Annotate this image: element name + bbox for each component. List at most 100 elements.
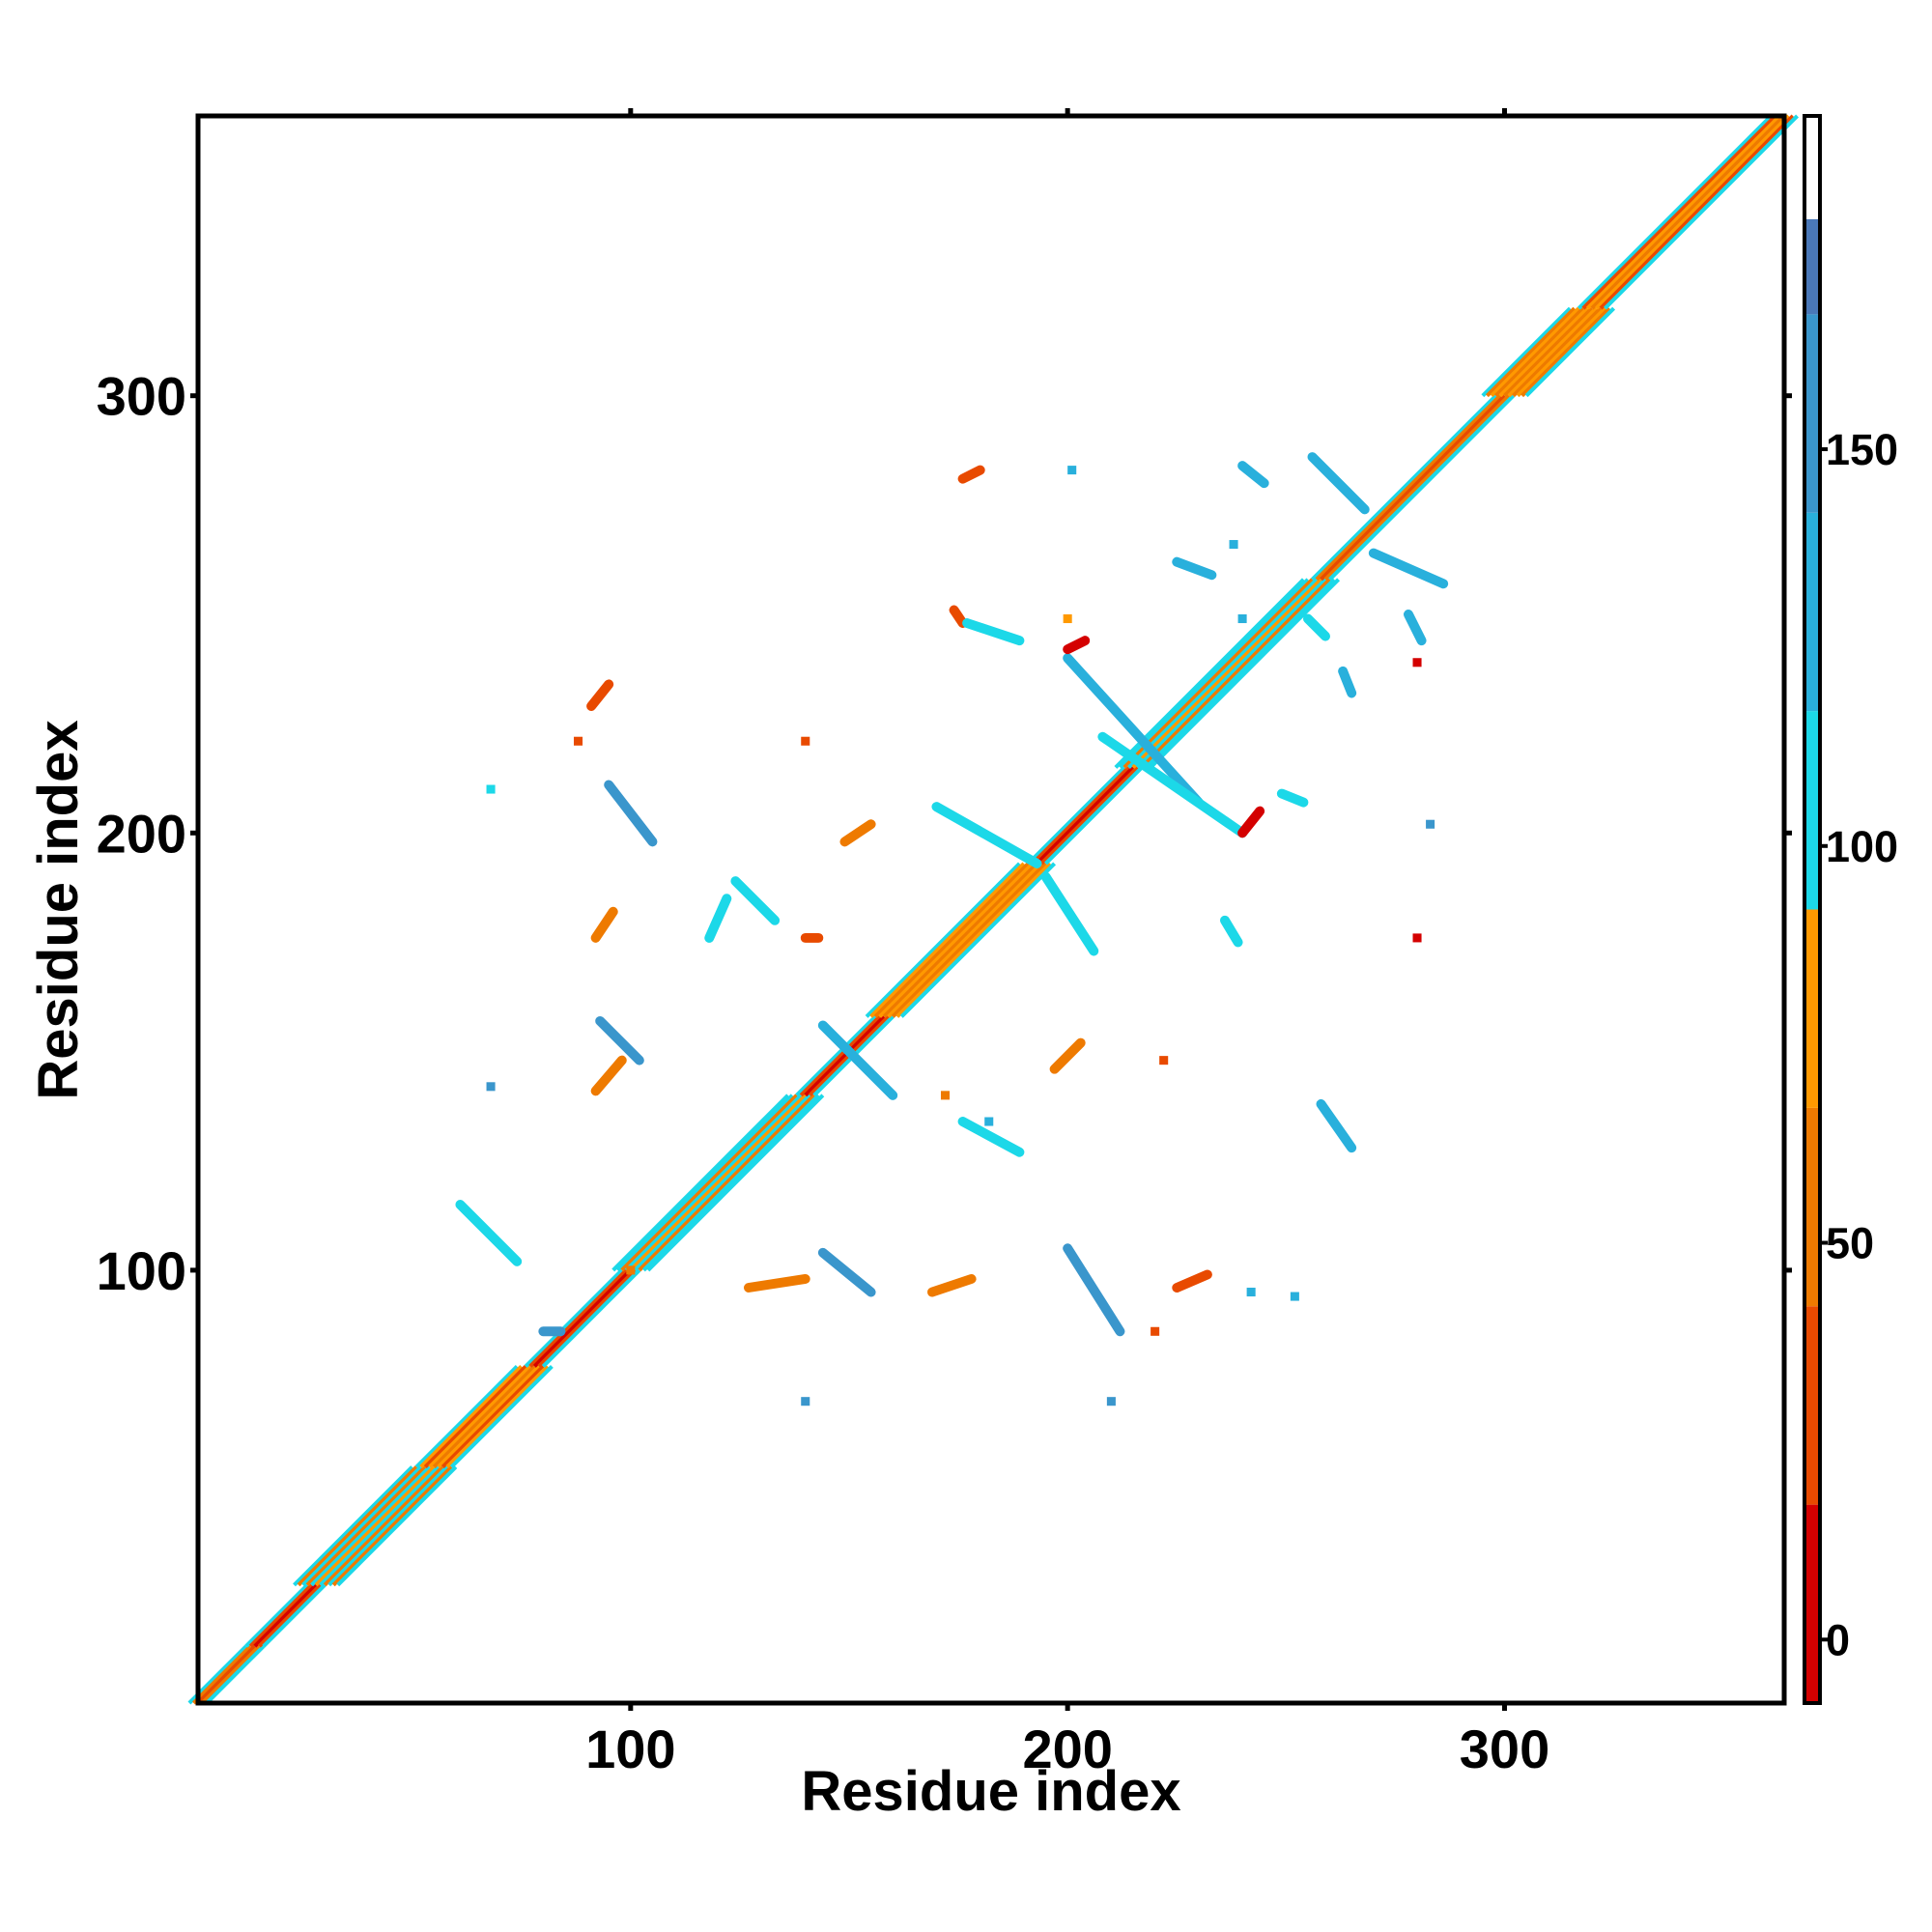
contact-streak: [1049, 1037, 1086, 1074]
contact-streak: [1368, 548, 1449, 589]
diagonal-band-segment: [1315, 394, 1502, 582]
diagonal-band-segment: [440, 1365, 545, 1469]
contact-point: [1229, 540, 1238, 550]
diagonal-band-segment: [532, 1268, 633, 1368]
contact-point: [801, 736, 810, 746]
diagonal-band-segment: [1127, 578, 1319, 769]
x-axis-title: Residue index: [801, 1760, 1180, 1823]
diagonal-band-segment: [524, 1268, 624, 1368]
diagonal-band-segment: [1524, 306, 1616, 398]
diagonal-band-segment: [257, 1583, 323, 1648]
diagonal-band-segment: [205, 1644, 266, 1705]
x-axis: 100 200 300: [585, 108, 1549, 1779]
diagonal-band-segment: [301, 1465, 423, 1587]
diagonal-band-segment: [1114, 578, 1305, 769]
contact-streak: [1063, 636, 1091, 655]
diagonal-band-segment: [873, 862, 1030, 1018]
diagonal-band-segment: [437, 1365, 541, 1469]
diagonal-band-segment: [1131, 578, 1322, 769]
colorbar-frame: [1803, 114, 1822, 1705]
colorbar-band: [1806, 1107, 1818, 1307]
contact-streak: [926, 1273, 977, 1297]
contact-streak: [704, 894, 732, 943]
diagonal-band-segment: [1604, 114, 1800, 310]
diagonal-band-segment: [1136, 578, 1327, 769]
diagonal-band-segment: [1512, 306, 1603, 398]
diagonal-band-segment: [804, 1014, 886, 1097]
diagonal-band-segment: [1145, 578, 1336, 769]
colorbar-band: [1806, 909, 1818, 1108]
diagonal-band-segment: [1323, 394, 1511, 582]
diagonal-band-segment: [887, 862, 1043, 1018]
diagonal-band-segment: [419, 1365, 524, 1469]
contact-streak: [743, 1273, 810, 1293]
diagonal-band-segment: [1122, 578, 1314, 769]
x-tick-label: 200: [1022, 1719, 1112, 1779]
contact-streak: [1172, 556, 1217, 581]
diagonal-band-segment: [331, 1465, 453, 1587]
diagonal-band-segment: [1490, 306, 1580, 398]
diagonal-band-segment: [1119, 578, 1310, 769]
y-axis: 100 200 300: [97, 366, 1792, 1301]
diagonal-band-segment: [262, 1583, 327, 1648]
contact-streak: [1172, 1269, 1212, 1293]
diagonal-band-segment: [1485, 306, 1577, 398]
contact-streak: [817, 1020, 898, 1100]
diagonal-band-segment: [1595, 114, 1790, 310]
diagonal-band-segment: [882, 862, 1038, 1018]
diagonal-band-segment: [1507, 306, 1598, 398]
diagonal-band-segment: [323, 1465, 444, 1587]
colorbar-band: [1806, 314, 1818, 513]
y-tick-label: 200: [97, 803, 186, 864]
contact-point: [1063, 613, 1072, 624]
contact-point: [1426, 819, 1435, 829]
diagonal-band-segment: [1516, 306, 1606, 398]
y-tick-label: 100: [97, 1240, 186, 1301]
colorbar-tick-label: 0: [1826, 1615, 1850, 1664]
contact-point: [1246, 1288, 1256, 1297]
diagonal-band-segment: [428, 1365, 532, 1469]
contact-point: [1106, 1397, 1116, 1406]
diagonal-band-segment: [1520, 306, 1611, 398]
contact-point: [1237, 613, 1247, 624]
diagonal-band-segment: [629, 1094, 808, 1272]
diagonal-band-segment: [336, 1465, 458, 1587]
contact-point: [1159, 1056, 1169, 1065]
diagonal-band-segment: [297, 1465, 418, 1587]
diagonal-band-segment: [327, 1465, 449, 1587]
contact-streak: [931, 802, 1042, 868]
diagonal-band-segment: [1498, 306, 1589, 398]
y-axis-title: Residue index: [27, 720, 90, 1099]
contact-streak: [590, 906, 618, 943]
diagonal-band-segment: [1581, 114, 1777, 310]
diagonal-band-segment: [620, 1094, 799, 1272]
diagonal-band-segment: [1494, 306, 1585, 398]
diagonal-band-segment: [1503, 306, 1594, 398]
contact-streak: [1307, 452, 1370, 515]
colorbar-band: [1806, 1504, 1818, 1703]
contact-point: [626, 1265, 636, 1275]
colorbar-band: [1806, 711, 1818, 910]
diagonal-band-segment: [1027, 765, 1126, 866]
contact-streak: [1276, 788, 1309, 808]
contact-streak: [1237, 461, 1269, 489]
contact-streak: [1338, 666, 1357, 698]
diagonal-band-segment: [244, 1583, 309, 1648]
diagonal-band-segment: [1599, 114, 1795, 310]
contact-point: [1151, 1326, 1160, 1336]
diagonal-band-segment: [638, 1094, 816, 1272]
plot-data-layer: [187, 114, 1800, 1705]
contact-streak: [590, 1055, 627, 1096]
contact-streak: [839, 819, 876, 847]
plot-frame: [195, 113, 1787, 1706]
diagonal-band-segment: [253, 1583, 318, 1648]
contact-streak: [1063, 653, 1204, 808]
diagonal-band-segment: [611, 1094, 790, 1272]
contact-point: [486, 1082, 496, 1092]
diagonal-band-segment: [541, 1268, 641, 1368]
diagonal-band-segment: [1140, 578, 1332, 769]
diagonal-band-segment: [305, 1465, 427, 1587]
contact-streak: [730, 876, 781, 925]
